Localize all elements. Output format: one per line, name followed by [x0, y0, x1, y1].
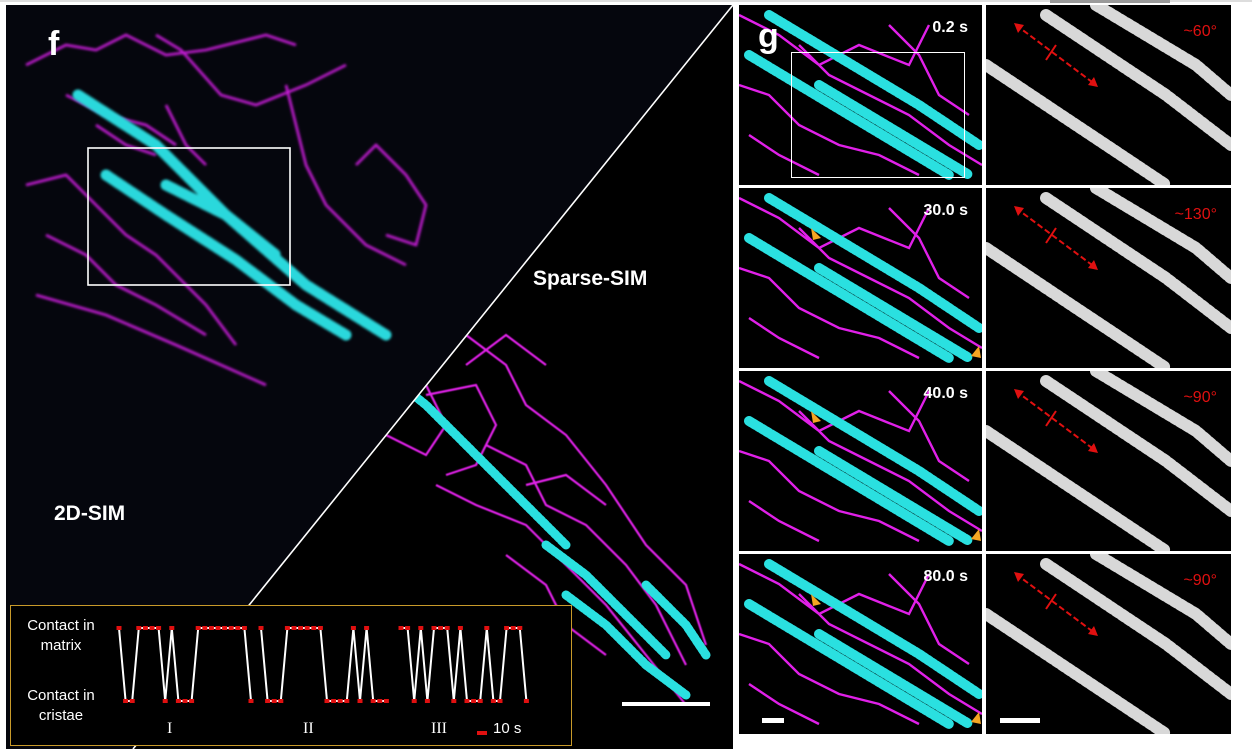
timestamp-label: 80.0 s [923, 568, 968, 585]
timelapse-tile-color-0: 0.2 s [739, 5, 982, 185]
orange-arrow-icon [971, 712, 981, 724]
orange-arrow-icon [811, 411, 821, 423]
timestamp-label: 0.2 s [932, 19, 968, 36]
micrograph-f [6, 5, 733, 749]
trace-ylabel-cristae: Contact in cristae [27, 687, 95, 724]
trace-line-II [260, 627, 387, 702]
timelapse-tile-color-2: 40.0 s [739, 371, 982, 551]
top-strip [0, 0, 1252, 5]
angle-label: ~90° [1183, 572, 1217, 589]
label-2d-sim: 2D-SIM [54, 502, 126, 525]
angle-label: ~130° [1174, 206, 1217, 223]
panel-letter-g: g [758, 17, 779, 55]
orange-arrow-icon [811, 594, 821, 606]
roi-box-g [791, 52, 965, 178]
orange-arrow-icon [971, 529, 981, 541]
zoom-tile-gray-0: ~60° [986, 5, 1231, 185]
trace-plot [116, 626, 529, 703]
contact-state-trace-chart: Contact in matrix Contact in cristae I I… [10, 605, 572, 746]
panel-g: 0.2 s ~60° 30.0 s [738, 5, 1252, 749]
segment-label-ii: II [303, 720, 314, 737]
timelapse-tile-color-1: 30.0 s [739, 188, 982, 368]
zoom-tile-gray-3: ~90° [986, 554, 1231, 734]
scale-bar-f [622, 702, 710, 706]
segment-label-iii: III [431, 720, 447, 737]
timelapse-tile-color-3: 80.0 s [739, 554, 982, 734]
scale-bar-g-right [1000, 718, 1040, 723]
trace-line-I [118, 627, 252, 702]
angle-label: ~60° [1183, 23, 1217, 40]
time-scale-marker [477, 731, 487, 735]
scale-bar-g-left [762, 718, 784, 723]
time-scale-label: 10 s [493, 720, 522, 737]
orange-arrow-icon [971, 346, 981, 358]
zoom-tile-gray-2: ~90° [986, 371, 1231, 551]
panel-letter-f: f [48, 25, 60, 63]
orange-arrow-icon [811, 228, 821, 240]
angle-label: ~90° [1183, 389, 1217, 406]
trace-ylabel-matrix: Contact in matrix [27, 617, 95, 654]
zoom-tile-gray-1: ~130° [986, 188, 1231, 368]
segment-label-i: I [167, 720, 173, 737]
timestamp-label: 40.0 s [923, 385, 968, 402]
timestamp-label: 30.0 s [923, 202, 968, 219]
trace-line-III [401, 627, 528, 702]
panel-f: f Sparse-SIM 2D-SIM Contact in matrix Co… [6, 5, 733, 749]
label-sparse-sim: Sparse-SIM [533, 267, 648, 290]
